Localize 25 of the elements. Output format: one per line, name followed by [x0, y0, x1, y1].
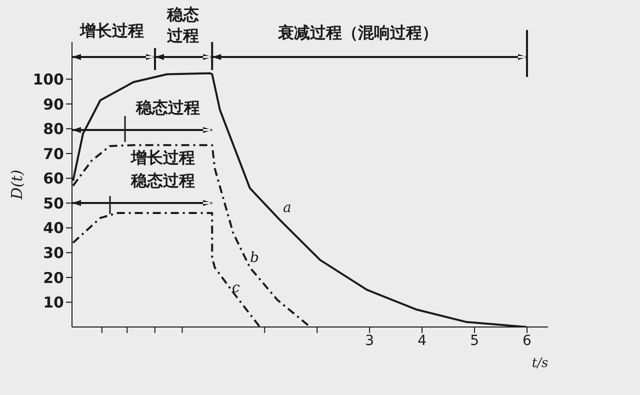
x-tick-label: 6 [522, 332, 532, 349]
y-tick-label: 10 [43, 294, 64, 312]
annotation: 稳态过程 [135, 99, 200, 117]
y-tick-label: 90 [43, 95, 64, 114]
x-tick-label: 4 [418, 332, 427, 349]
y-axis-title: D(t) [8, 169, 26, 200]
y-tick-label: 20 [43, 268, 64, 287]
x-tick-label: 3 [365, 332, 374, 349]
y-tick-label: 50 [43, 194, 64, 212]
y-tick-label: 80 [43, 120, 64, 138]
series-label: b [250, 250, 259, 266]
text: 衰减过程（混响过程） [277, 23, 438, 42]
x-tick-label: 5 [470, 332, 479, 349]
y-tick-label: 100 [32, 70, 64, 88]
series-label: a [283, 200, 292, 216]
x-axis-title: t/s [532, 356, 548, 371]
annotation: 稳态过程 [130, 172, 195, 190]
y-tick-label: 30 [43, 244, 64, 262]
annotation: 稳态过程 [166, 6, 199, 45]
series-label: c [232, 280, 240, 296]
text: 增长过程 [79, 22, 144, 40]
y-tick-label: 70 [43, 144, 64, 163]
y-tick-label: 60 [43, 170, 64, 188]
annotation: 增长过程 [130, 149, 195, 167]
y-tick-label: 40 [43, 219, 64, 238]
